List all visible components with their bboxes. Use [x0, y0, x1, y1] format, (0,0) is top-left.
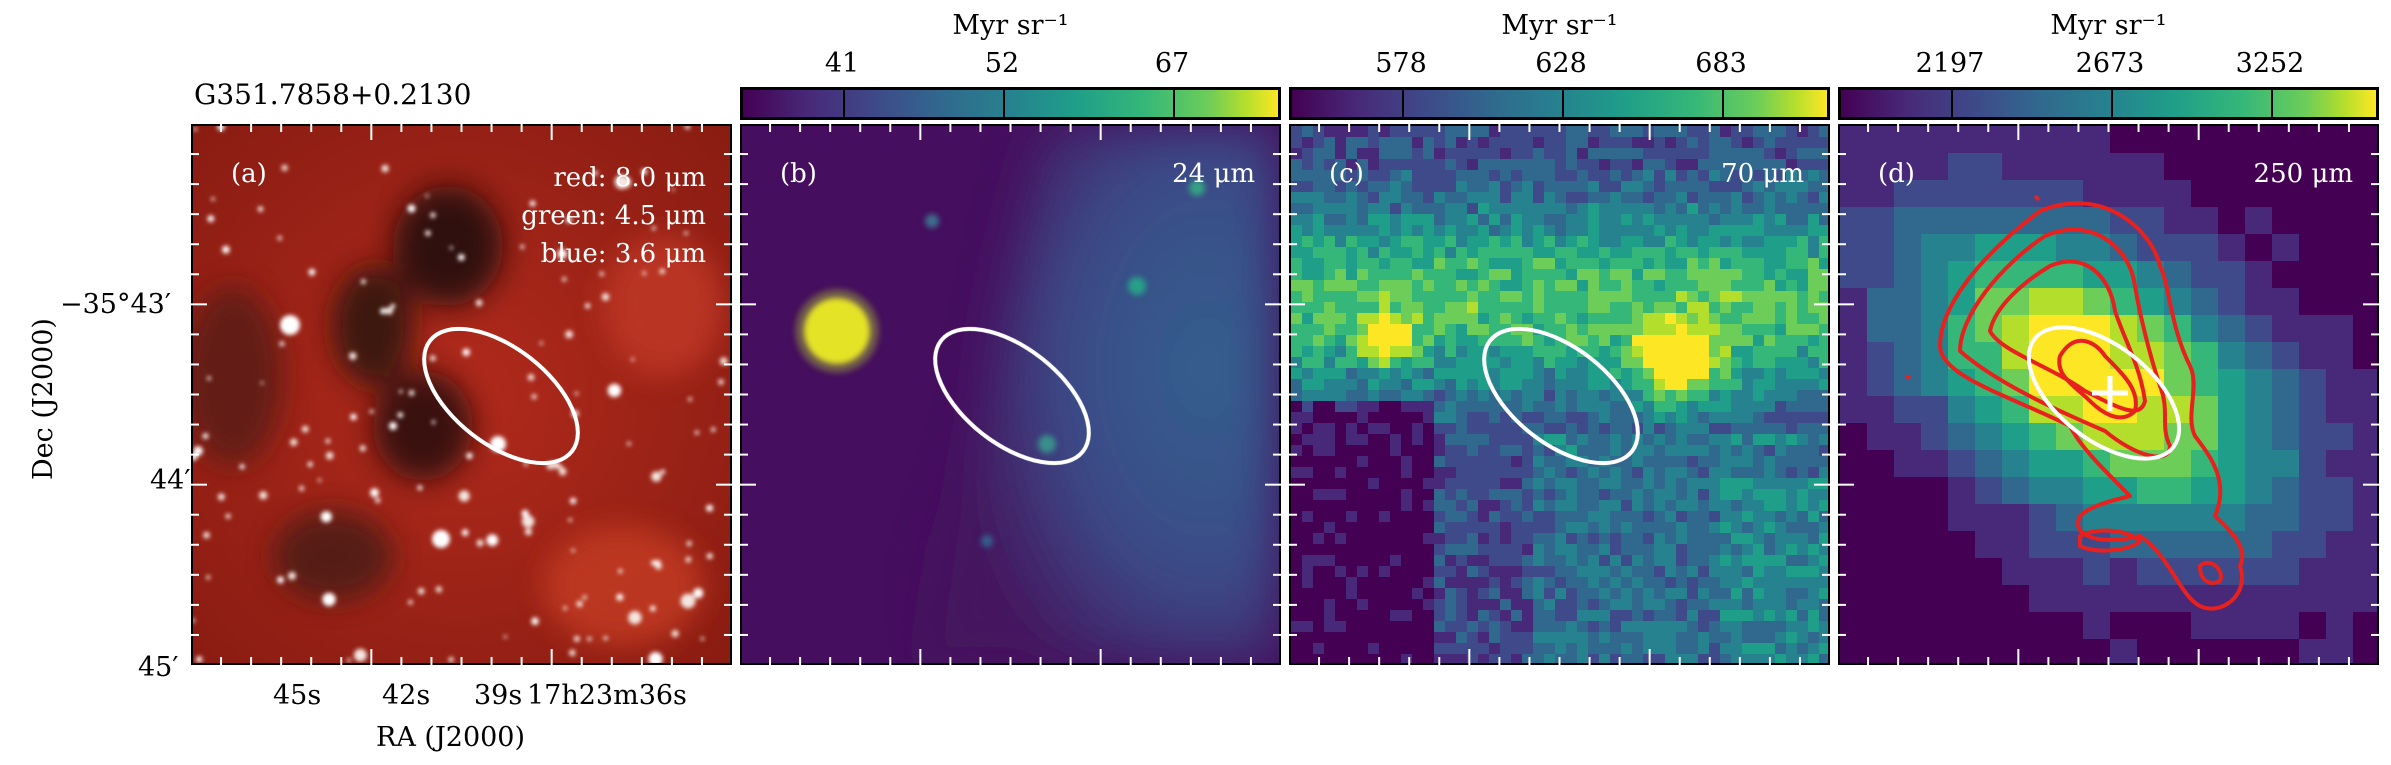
dec-tick-45: 45′ [138, 652, 179, 683]
colorbar-c-unit: Myr sr⁻¹ [1501, 10, 1618, 41]
legend-green: green: 4.5 μm [521, 201, 706, 231]
colorbar-b-tick: 67 [1154, 48, 1190, 79]
colorbar-c-tick: 578 [1375, 48, 1427, 79]
colorbar-d [1838, 87, 2379, 120]
ra-tick-36s: 17h23m36s [527, 680, 687, 711]
panel-b-wavelength: 24 μm [1172, 159, 1255, 189]
panel-d-wavelength: 250 μm [2253, 159, 2353, 189]
colorbar-b-unit: Myr sr⁻¹ [952, 10, 1069, 41]
colorbar-d-tick: 2197 [1915, 48, 1985, 79]
contours [1905, 194, 2245, 611]
ra-tick-42s: 42s [382, 680, 431, 711]
panel-b-24um-image: (b) 24 μm [740, 124, 1281, 665]
ra-tick-39s: 39s [474, 680, 523, 711]
y-axis-label: Dec (J2000) [28, 318, 59, 480]
panel-d-250um-image: (d) 250 μm [1838, 124, 2379, 665]
colorbar-b-tick: 52 [984, 48, 1020, 79]
panel-a-label: (a) [231, 159, 267, 189]
legend-red: red: 8.0 μm [553, 163, 706, 193]
source-name: G351.7858+0.2130 [194, 78, 472, 111]
dec-tick-43: −35°43′ [60, 289, 171, 320]
ra-tick-45s: 45s [273, 680, 322, 711]
dec-tick-44: 44′ [150, 465, 191, 496]
panel-d-label: (d) [1878, 159, 1915, 189]
colorbar-b-tick: 41 [824, 48, 860, 79]
colorbar-d-tick: 2673 [2075, 48, 2145, 79]
panel-a-rgb-image: (a) red: 8.0 μm green: 4.5 μm blue: 3.6 … [191, 124, 732, 665]
colorbar-c [1289, 87, 1830, 120]
x-axis-label: RA (J2000) [376, 722, 526, 753]
panel-a-legend: red: 8.0 μm green: 4.5 μm blue: 3.6 μm [521, 159, 706, 273]
colorbar-d-unit: Myr sr⁻¹ [2050, 10, 2167, 41]
colorbar-b [740, 87, 1281, 120]
panel-b-label: (b) [780, 159, 817, 189]
panel-c-label: (c) [1329, 159, 1364, 189]
legend-blue: blue: 3.6 μm [540, 239, 706, 269]
colorbar-d-tick: 3252 [2235, 48, 2305, 79]
panel-c-wavelength: 70 μm [1721, 159, 1804, 189]
colorbar-c-tick: 683 [1695, 48, 1747, 79]
colorbar-c-tick: 628 [1535, 48, 1587, 79]
